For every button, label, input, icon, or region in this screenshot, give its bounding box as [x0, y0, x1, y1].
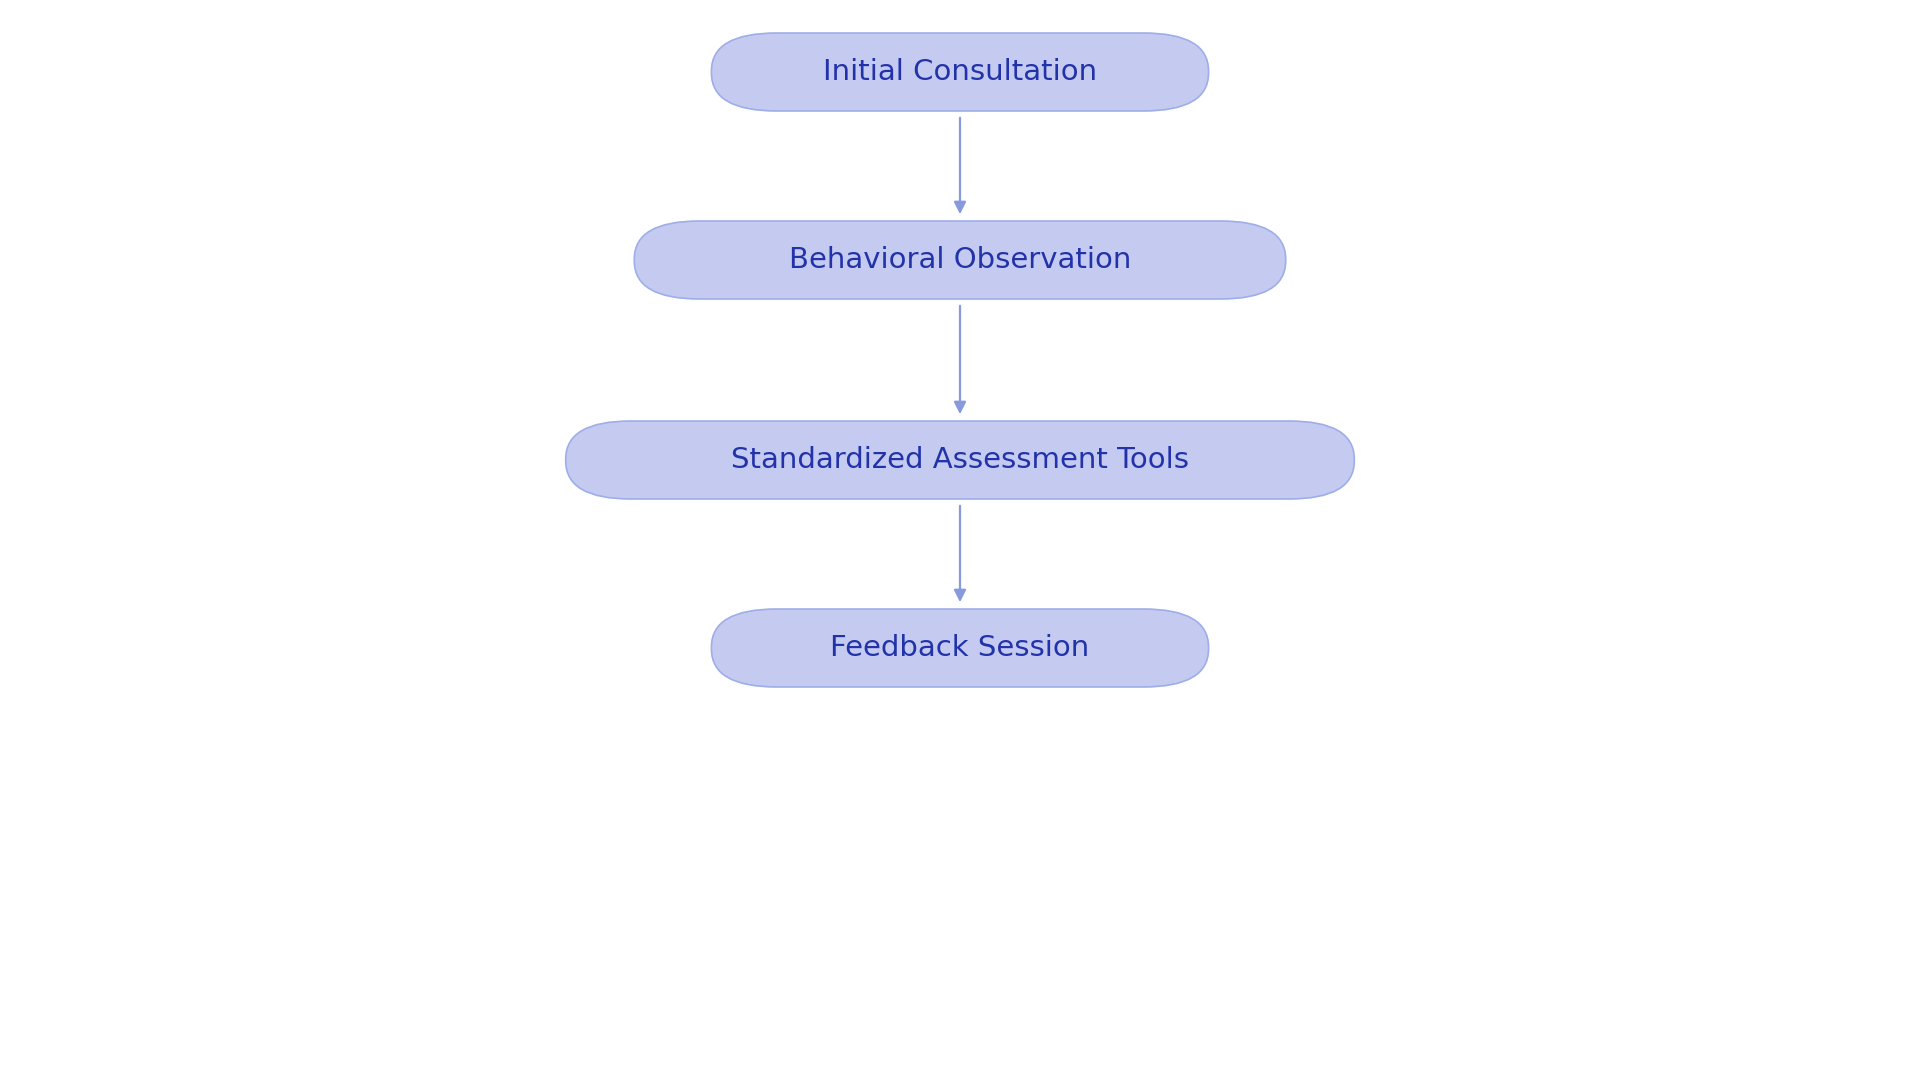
FancyBboxPatch shape [712, 32, 1208, 110]
FancyBboxPatch shape [634, 221, 1286, 299]
Text: Initial Consultation: Initial Consultation [824, 58, 1096, 86]
FancyBboxPatch shape [712, 609, 1208, 687]
FancyBboxPatch shape [566, 421, 1354, 499]
Text: Standardized Assessment Tools: Standardized Assessment Tools [732, 446, 1188, 474]
Text: Feedback Session: Feedback Session [829, 634, 1091, 662]
Text: Behavioral Observation: Behavioral Observation [789, 246, 1131, 274]
